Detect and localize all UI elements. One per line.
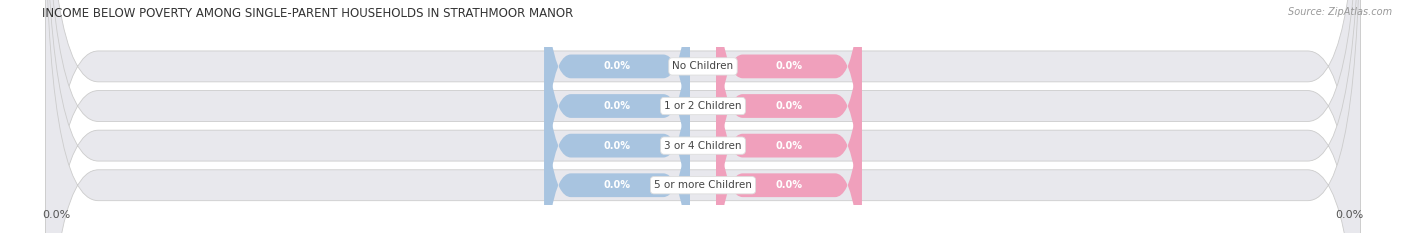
FancyBboxPatch shape (45, 0, 1361, 233)
FancyBboxPatch shape (45, 0, 1361, 233)
Text: 0.0%: 0.0% (775, 62, 803, 71)
Text: 0.0%: 0.0% (603, 180, 631, 190)
Text: Source: ZipAtlas.com: Source: ZipAtlas.com (1288, 7, 1392, 17)
Text: 0.0%: 0.0% (775, 180, 803, 190)
FancyBboxPatch shape (716, 0, 862, 213)
FancyBboxPatch shape (716, 39, 862, 233)
Text: 0.0%: 0.0% (775, 101, 803, 111)
FancyBboxPatch shape (716, 0, 862, 233)
Text: No Children: No Children (672, 62, 734, 71)
FancyBboxPatch shape (45, 0, 1361, 233)
Text: 0.0%: 0.0% (603, 62, 631, 71)
Text: 1 or 2 Children: 1 or 2 Children (664, 101, 742, 111)
Text: 5 or more Children: 5 or more Children (654, 180, 752, 190)
FancyBboxPatch shape (544, 0, 690, 233)
FancyBboxPatch shape (544, 39, 690, 233)
Text: 3 or 4 Children: 3 or 4 Children (664, 141, 742, 151)
Text: 0.0%: 0.0% (1336, 210, 1364, 220)
FancyBboxPatch shape (716, 0, 862, 233)
Text: 0.0%: 0.0% (775, 141, 803, 151)
FancyBboxPatch shape (544, 0, 690, 233)
FancyBboxPatch shape (45, 0, 1361, 233)
Text: 0.0%: 0.0% (42, 210, 70, 220)
Text: 0.0%: 0.0% (603, 141, 631, 151)
FancyBboxPatch shape (544, 0, 690, 213)
Text: INCOME BELOW POVERTY AMONG SINGLE-PARENT HOUSEHOLDS IN STRATHMOOR MANOR: INCOME BELOW POVERTY AMONG SINGLE-PARENT… (42, 7, 574, 20)
Text: 0.0%: 0.0% (603, 101, 631, 111)
